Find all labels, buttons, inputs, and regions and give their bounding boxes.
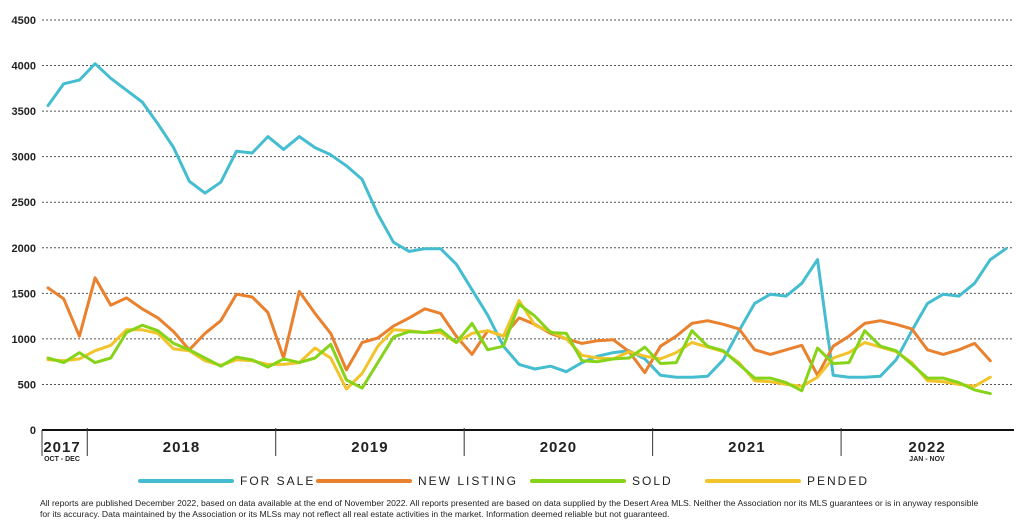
year-sublabel: OCT - DEC (44, 456, 80, 463)
series-line-for-sale (46, 62, 1008, 379)
legend-label: SOLD (632, 474, 673, 488)
series-line-pended (46, 299, 992, 391)
y-tick-label: 3000 (12, 152, 36, 164)
year-label: 2020 (540, 439, 577, 456)
y-tick-label: 2000 (12, 243, 36, 255)
y-tick-label: 3500 (12, 106, 36, 118)
y-tick-label: 4000 (12, 61, 36, 73)
series-lines (46, 62, 1008, 396)
y-tick-label: 0 (30, 425, 36, 437)
y-tick-label: 4500 (12, 15, 36, 27)
legend-label: NEW LISTING (418, 474, 518, 488)
legend: FOR SALE NEW LISTING SOLD PENDED (138, 474, 869, 488)
series-line-new-listing (46, 276, 992, 377)
year-label: 2018 (163, 439, 200, 456)
disclaimer-text: All reports are published December 2022,… (40, 498, 979, 519)
y-tick-label: 1500 (12, 288, 36, 300)
y-tick-label: 500 (18, 379, 36, 391)
year-sublabel: JAN - NOV (909, 456, 945, 463)
year-label: 2021 (728, 439, 765, 456)
legend-label: FOR SALE (240, 474, 315, 488)
year-label: 2022 (908, 439, 945, 456)
y-tick-label: 2500 (12, 197, 36, 209)
gridlines (42, 19, 1014, 385)
y-axis-ticks: 0 500 1000 1500 2000 2500 3000 3500 4000 4500 (12, 15, 36, 437)
year-label: 2017 (43, 439, 80, 456)
series-line-sold (46, 302, 992, 396)
year-label: 2019 (351, 439, 388, 456)
legend-label: PENDED (807, 474, 869, 488)
market-line-chart: 0 500 1000 1500 2000 2500 3000 3500 4000 4500 201… (12, 15, 1014, 488)
y-tick-label: 1000 (12, 334, 36, 346)
